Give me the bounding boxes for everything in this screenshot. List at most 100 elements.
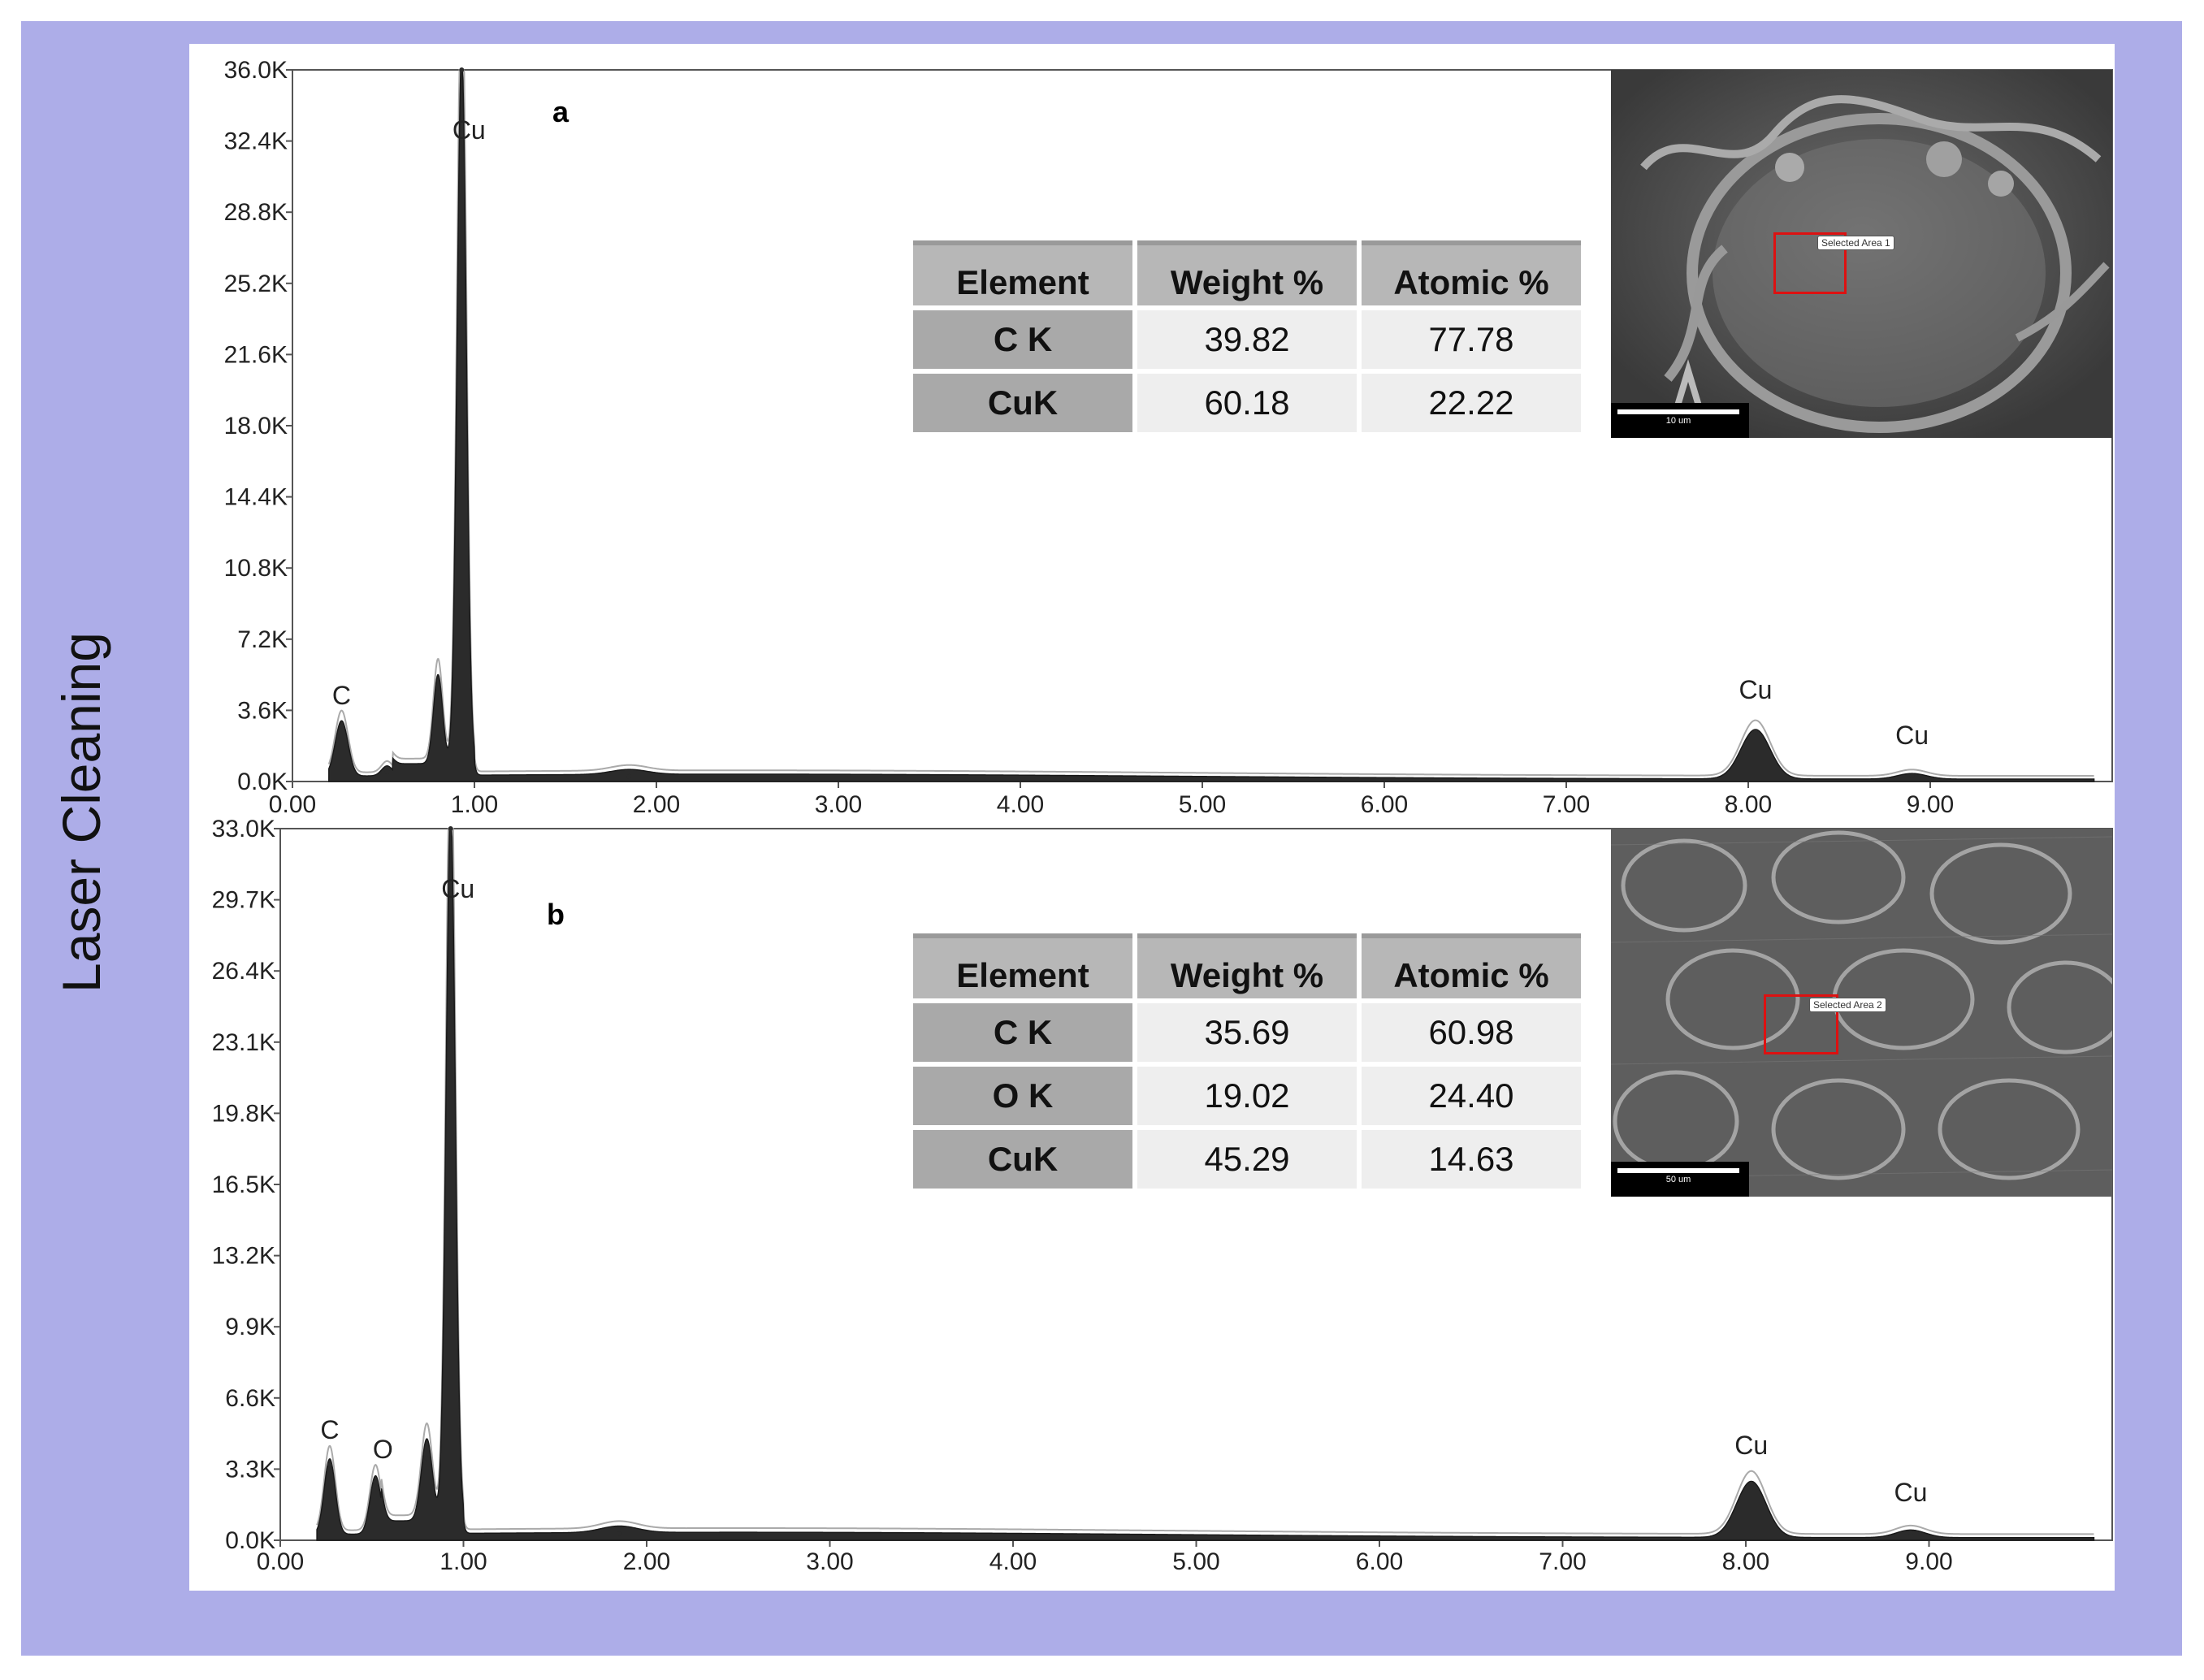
x-tick-label: 2.00 [633,791,680,818]
spectrum-panel-b: 0.0K 3.3K 6.6K 9.9K 13.2K 16.5K 19.8K 23.1K 26.4… [212,816,2113,1575]
x-tick-label: 9.00 [1907,791,1954,818]
x-tick-label: 1.00 [451,791,498,818]
y-tick-label: 3.3K [225,1456,275,1483]
y-tick-label: 26.4K [212,958,275,985]
y-tick-label: 18.0K [224,413,288,439]
y-tick-label: 13.2K [212,1243,275,1270]
y-tick-label: 19.8K [212,1100,275,1127]
x-tick-label: 8.00 [1722,1548,1769,1575]
table-cell-element: CuK [913,374,1132,432]
table-row: C K 39.82 77.78 [913,310,1581,369]
scale-label: 50 um [1665,1175,1691,1184]
peak-label: Cu [441,874,474,903]
x-tick-label: 3.00 [806,1548,853,1575]
selected-area-tag: Selected Area 1 [1817,236,1894,250]
peak-label: C [332,681,351,710]
spectrum-peak [459,67,465,72]
table-cell-weight: 60.18 [1137,374,1357,432]
scale-bar: 50 um [1611,1162,1749,1197]
x-tick-label: 3.00 [815,791,862,818]
spectrum-peak [1748,1481,1754,1487]
x-tick-label: 5.00 [1172,1548,1219,1575]
y-tick-label: 10.8K [224,555,288,582]
scale-line [1617,1168,1739,1173]
peak-label: Cu [1895,721,1929,750]
x-tick-label: 5.00 [1179,791,1226,818]
x-tick-label: 2.00 [623,1548,670,1575]
scale-line [1617,409,1739,414]
table-header-weight: Weight % [1137,240,1357,305]
spectrum-area [316,828,2095,1541]
reference-spectrum-line [327,69,2094,777]
sem-micrograph-a: Selected Area 1 10 um [1611,70,2112,438]
x-tick-label: 0.00 [257,1548,304,1575]
table-header-atomic: Atomic % [1362,240,1581,305]
table-cell-atomic: 24.40 [1362,1067,1581,1125]
table-cell-element: O K [913,1067,1132,1125]
table-header-element: Element [913,240,1132,305]
x-tick-label: 8.00 [1725,791,1772,818]
panel-letter: b [547,898,565,931]
panel-letter: a [552,95,569,128]
table-cell-weight: 45.29 [1137,1130,1357,1189]
y-tick-label: 7.2K [237,626,288,653]
y-tick-label: 36.0K [224,57,288,84]
x-tick-label: 7.00 [1539,1548,1586,1575]
selected-area-tag: Selected Area 2 [1809,998,1886,1012]
y-tick-label: 23.1K [212,1029,275,1056]
selected-area-box [1773,232,1847,294]
selected-area-box [1764,994,1838,1054]
spectrum-peak [327,1462,332,1468]
x-tick-label: 4.00 [989,1548,1037,1575]
y-tick-label: 21.6K [224,341,288,368]
table-cell-atomic: 22.22 [1362,374,1581,432]
x-tick-label: 9.00 [1905,1548,1952,1575]
sem-texture-a [1611,70,2112,438]
spectrum-peak [626,773,632,779]
spectrum-panel-a: 0.0K 3.6K 7.2K 10.8K 14.4K 18.0K 21.6K 25.2K 28.… [224,57,2113,818]
peak-label: Cu [1734,1431,1768,1460]
spectrum-peak [384,769,390,774]
spectrum-area [328,69,2095,782]
y-tick-label: 0.0K [237,769,288,795]
peak-label: O [373,1435,393,1464]
spectrum-peak [617,1531,622,1537]
scale-bar: 10 um [1611,403,1749,438]
y-tick-label: 25.2K [224,271,288,297]
spectrum-peak [339,723,344,729]
spectrum-peak [1909,773,1915,779]
table-cell-element: C K [913,310,1132,369]
x-tick-label: 7.00 [1543,791,1590,818]
table-header-weight: Weight % [1137,933,1357,998]
y-tick-label: 32.4K [224,128,288,155]
peak-label: Cu [1739,675,1773,704]
composition-table-b: Element Weight % Atomic % C K 35.69 60.9… [908,929,1586,1193]
table-header-atomic: Atomic % [1362,933,1581,998]
y-tick-label: 28.8K [224,199,288,226]
peak-label: C [320,1415,339,1444]
sem-texture-b [1611,829,2112,1197]
y-tick-label: 29.7K [212,887,275,914]
table-cell-atomic: 77.78 [1362,310,1581,369]
table-cell-element: C K [913,1003,1132,1062]
spectrum-peak [424,1456,430,1461]
table-cell-weight: 19.02 [1137,1067,1357,1125]
y-tick-label: 16.5K [212,1171,275,1198]
y-tick-label: 3.6K [237,697,288,724]
x-tick-label: 0.00 [269,791,316,818]
table-row: CuK 60.18 22.22 [913,374,1581,432]
y-tick-label: 14.4K [224,484,288,511]
table-cell-atomic: 60.98 [1362,1003,1581,1062]
table-header-element: Element [913,933,1132,998]
spectrum-peak [435,690,441,695]
table-cell-weight: 35.69 [1137,1003,1357,1062]
scale-label: 10 um [1665,416,1691,426]
table-cell-element: CuK [913,1130,1132,1189]
table-row: CuK 45.29 14.63 [913,1130,1581,1189]
table-row: O K 19.02 24.40 [913,1067,1581,1125]
peak-label: Cu [1894,1478,1927,1507]
table-cell-weight: 39.82 [1137,310,1357,369]
y-tick-label: 6.6K [225,1385,275,1412]
sem-micrograph-b: Selected Area 2 50 um [1611,829,2112,1197]
